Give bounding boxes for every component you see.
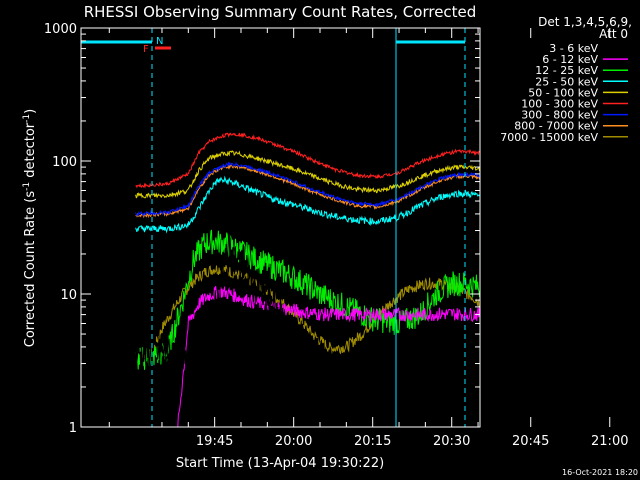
night-flag-label: N (156, 36, 163, 47)
legend-label: 300 - 800 keV (521, 109, 598, 122)
x-tick-label: 19:45 (196, 434, 233, 449)
series-line-8 (135, 265, 480, 360)
series-line-1 (177, 285, 481, 428)
y-axis-ticks: 1 10 100 1000 (44, 22, 480, 436)
series-line-3 (135, 175, 480, 234)
y-tick-label: 1000 (44, 22, 77, 37)
flare-flag-label: F (143, 44, 149, 55)
legend-label: 800 - 7000 keV (514, 120, 598, 133)
y-axis-label: Corrected Count Rate (s-1 detector-1) (22, 109, 38, 347)
y-tick-label: 10 (60, 288, 77, 303)
y-axis-label-main: Corrected Count Rate (s (23, 191, 38, 348)
x-axis-label: Start Time (13-Apr-04 19:30:22) (176, 456, 384, 471)
legend-label: 6 - 12 keV (542, 53, 598, 66)
x-tick-label: 20:45 (512, 434, 549, 449)
legend-label: 3 - 6 keV (549, 42, 598, 55)
series-line-5 (135, 132, 480, 189)
y-axis-label-sup2: -1 (22, 114, 32, 123)
series-layer (135, 132, 481, 428)
x-tick-label: 20:15 (354, 434, 391, 449)
legend-header-line1: Det 1,3,4,5,6,9, (538, 15, 632, 29)
x-tick-label: 20:30 (433, 434, 470, 449)
y-axis-label-sup1: -1 (22, 182, 32, 191)
y-tick-label: 100 (52, 155, 77, 170)
y-axis-label-mid: detector (23, 122, 38, 182)
series-line-4 (135, 150, 480, 199)
legend-label: 100 - 300 keV (521, 98, 598, 111)
timestamp: 16-Oct-2021 18:20 (562, 468, 638, 477)
series-line-0 (135, 234, 480, 428)
x-tick-label: 20:00 (275, 434, 312, 449)
legend-label: 7000 - 15000 keV (500, 131, 598, 144)
legend-header-line2: Att 0 (599, 27, 628, 41)
x-axis-ticks: 19:45 20:00 20:15 20:30 20:45 21:00 (108, 28, 628, 449)
y-tick-label: 1 (69, 421, 77, 436)
y-axis-label-end: ) (23, 109, 38, 114)
legend-label: 25 - 50 keV (535, 75, 598, 88)
legend-label: 50 - 100 keV (528, 86, 598, 99)
chart-title: RHESSI Observing Summary Count Rates, Co… (84, 3, 477, 21)
x-tick-label: 21:00 (591, 434, 628, 449)
series-line-6 (135, 161, 480, 217)
markers-layer: NF (80, 28, 466, 427)
plot-frame (80, 27, 481, 428)
legend-label: 12 - 25 keV (535, 64, 598, 77)
